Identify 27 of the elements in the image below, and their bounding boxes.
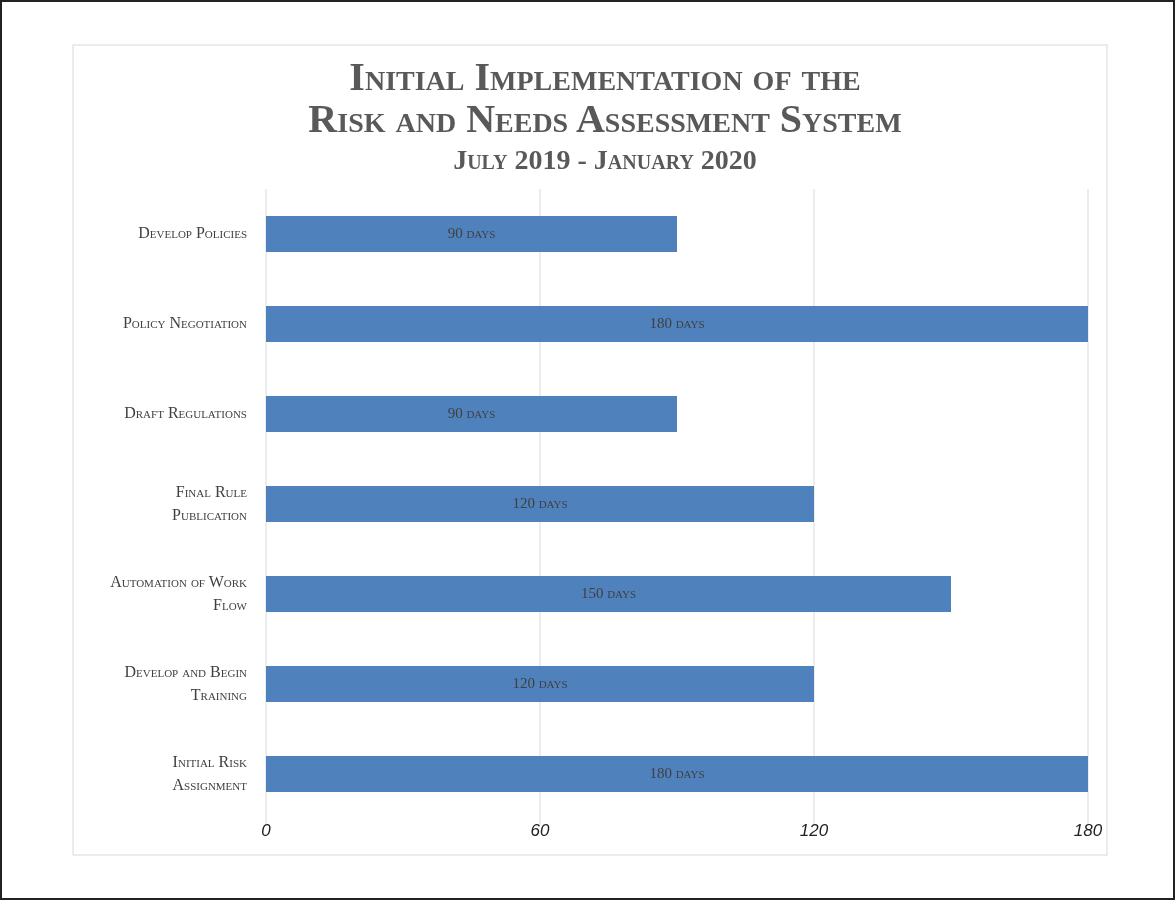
x-tick-label: 60 (530, 821, 550, 840)
data-label: 180 days (649, 315, 705, 332)
data-label: 90 days (447, 225, 496, 242)
y-tick-label: Initial Risk Assignment (172, 752, 248, 793)
y-tick-label: Draft Regulations (124, 403, 247, 421)
bar (266, 666, 814, 702)
bar (266, 756, 1088, 792)
bar (266, 396, 677, 432)
data-label: 180 days (649, 765, 705, 782)
data-label: 120 days (512, 495, 568, 512)
chart-title: Initial Implementation of the Risk and Needs Assessment System (308, 54, 902, 141)
data-label: 150 days (580, 585, 637, 602)
x-tick-label: 180 (1073, 821, 1103, 840)
y-tick-label: Develop Policies (138, 223, 247, 241)
data-label: 120 days (512, 675, 568, 692)
y-tick-label: Develop and Begin Training (124, 662, 248, 703)
y-tick-label: Final Rule Publication (172, 482, 248, 523)
chart-subtitle: July 2019 - January 2020 (453, 144, 757, 175)
bar (266, 576, 951, 612)
x-tick-label: 0 (261, 821, 272, 840)
y-tick-label: Automation of Work Flow (110, 572, 248, 613)
x-tick-label: 120 (799, 821, 829, 840)
bar (266, 216, 677, 252)
y-tick-label: Policy Negotiation (122, 313, 248, 331)
data-label: 90 days (447, 405, 496, 422)
bar (266, 486, 814, 522)
bar (266, 306, 1088, 342)
